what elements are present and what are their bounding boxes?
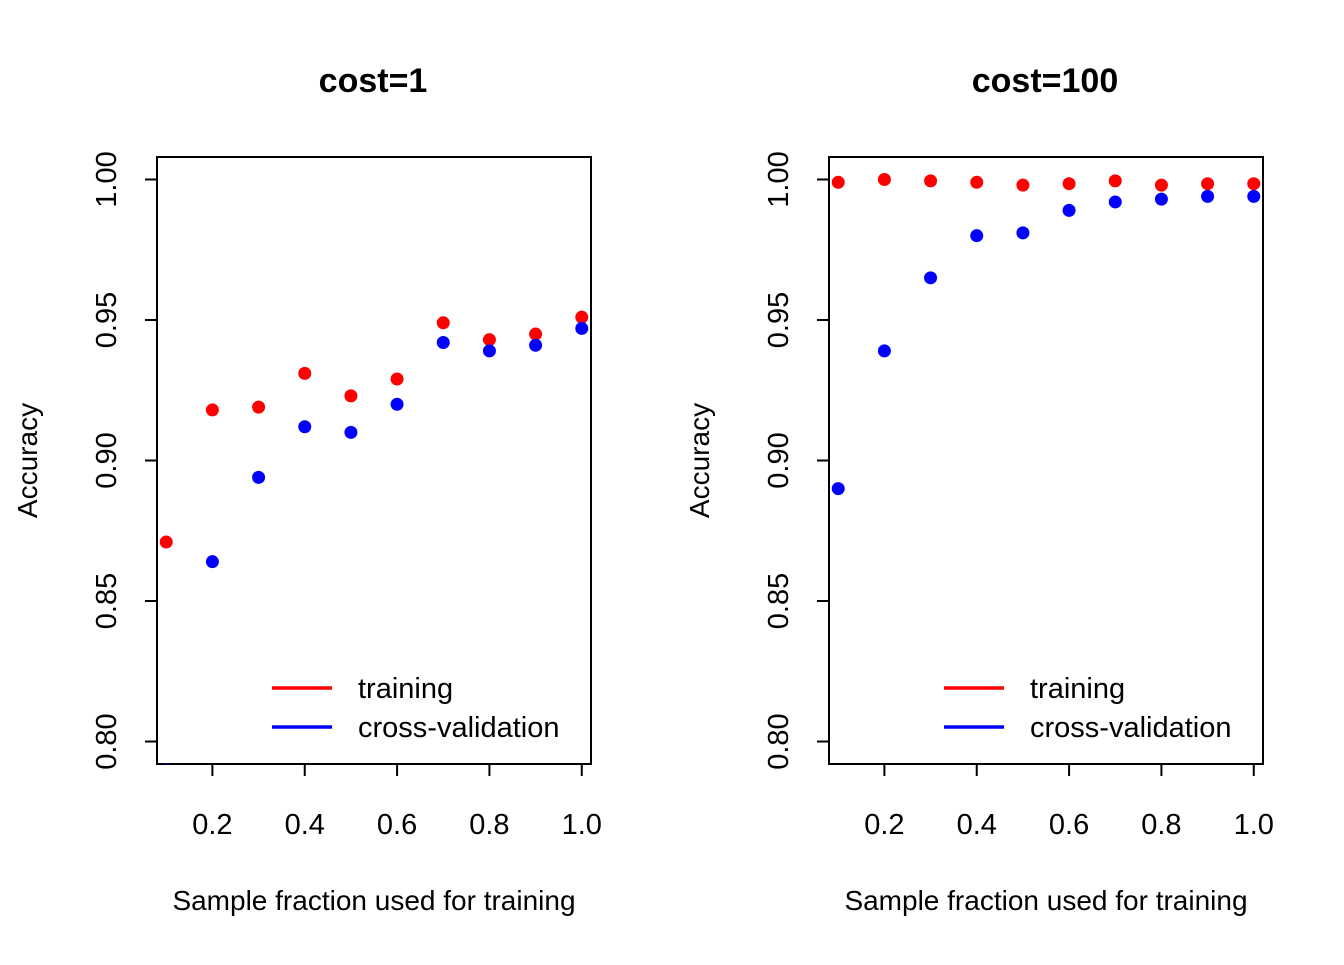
training-point xyxy=(298,366,312,380)
cross-validation-point xyxy=(924,271,938,285)
x-tick-label: 0.8 xyxy=(1141,809,1181,841)
cross-validation-point xyxy=(575,321,589,335)
y-tick-label: 0.90 xyxy=(91,432,123,488)
training-point xyxy=(970,175,984,189)
y-axis-label: Accuracy xyxy=(12,403,43,518)
y-tick-label: 1.00 xyxy=(91,151,123,207)
data-points xyxy=(831,172,1261,496)
cross-validation-point xyxy=(1247,189,1261,203)
training-point xyxy=(205,403,219,417)
chart-title: cost=1 xyxy=(319,62,428,100)
training-point xyxy=(252,400,266,414)
cross-validation-point xyxy=(529,338,543,352)
training-point xyxy=(159,535,173,549)
legend-label: cross-validation xyxy=(1030,712,1231,744)
cross-validation-point xyxy=(970,229,984,243)
cross-validation-point xyxy=(482,344,496,358)
cross-validation-point xyxy=(252,470,266,484)
cross-validation-point xyxy=(1154,192,1168,206)
training-point xyxy=(529,327,543,341)
chart-title: cost=100 xyxy=(972,62,1119,100)
training-point xyxy=(831,175,845,189)
x-axis-label: Sample fraction used for training xyxy=(172,885,575,916)
x-tick-label: 0.2 xyxy=(864,809,904,841)
y-tick-label: 0.80 xyxy=(91,713,123,769)
y-tick-label: 0.85 xyxy=(91,573,123,629)
cross-validation-point xyxy=(436,335,450,349)
cross-validation-point xyxy=(344,425,358,439)
x-tick-label: 0.4 xyxy=(957,809,997,841)
cross-validation-point xyxy=(298,420,312,434)
x-tick-label: 0.2 xyxy=(192,809,232,841)
training-point xyxy=(877,172,891,186)
training-point xyxy=(344,389,358,403)
cross-validation-point xyxy=(831,482,845,496)
cross-validation-point xyxy=(1201,189,1215,203)
cross-validation-point xyxy=(162,763,170,764)
y-tick-label: 0.80 xyxy=(763,713,795,769)
training-point xyxy=(1016,178,1030,192)
cross-validation-point xyxy=(205,555,219,569)
training-point xyxy=(482,333,496,347)
x-tick-label: 1.0 xyxy=(562,809,602,841)
legend-label: cross-validation xyxy=(358,712,559,744)
cross-validation-point xyxy=(1062,203,1076,217)
training-point xyxy=(1201,177,1215,191)
training-point xyxy=(1154,178,1168,192)
x-tick-label: 1.0 xyxy=(1234,809,1274,841)
cross-validation-point xyxy=(1016,226,1030,240)
cross-validation-point xyxy=(390,397,404,411)
y-tick-label: 0.90 xyxy=(763,432,795,488)
training-point xyxy=(924,174,938,188)
training-point xyxy=(390,372,404,386)
x-tick-label: 0.8 xyxy=(469,809,509,841)
x-axis-label: Sample fraction used for training xyxy=(844,885,1247,916)
y-tick-label: 0.95 xyxy=(763,292,795,348)
legend-label: training xyxy=(1030,673,1125,705)
training-point xyxy=(1062,177,1076,191)
training-point xyxy=(1247,177,1261,191)
legend-label: training xyxy=(358,673,453,705)
legend: training cross-validation xyxy=(272,673,559,744)
legend: training cross-validation xyxy=(944,673,1231,744)
cross-validation-point xyxy=(1108,195,1122,209)
x-tick-label: 0.4 xyxy=(285,809,325,841)
y-tick-label: 0.85 xyxy=(763,573,795,629)
training-point xyxy=(1108,174,1122,188)
chart-panel-2: cost=100 0.2 0.4 0.6 0.8 1.0 0.80 0.85 0.90 0.95 1… xyxy=(684,62,1274,916)
y-axis-label: Accuracy xyxy=(684,403,715,518)
training-point xyxy=(436,316,450,330)
y-tick-label: 1.00 xyxy=(763,151,795,207)
chart-panel-1: cost=1 0.2 0.4 0.6 0.8 1.0 0.80 0.85 0.90 0.95 1.0… xyxy=(12,62,602,916)
data-points xyxy=(159,310,589,764)
y-tick-label: 0.95 xyxy=(91,292,123,348)
x-tick-label: 0.6 xyxy=(1049,809,1089,841)
training-point xyxy=(575,310,589,324)
x-tick-label: 0.6 xyxy=(377,809,417,841)
cross-validation-point xyxy=(877,344,891,358)
